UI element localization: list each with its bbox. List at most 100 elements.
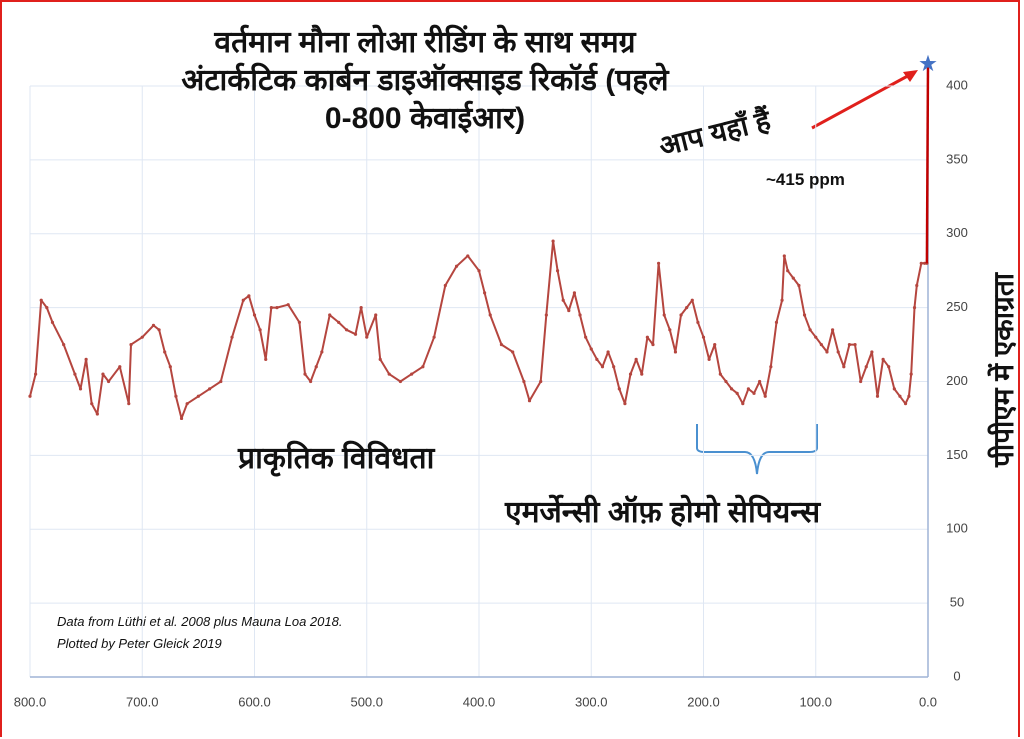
data-point	[662, 313, 666, 317]
data-point	[50, 320, 55, 324]
data-point	[247, 294, 251, 298]
data-point	[875, 394, 880, 398]
data-point	[634, 357, 638, 361]
data-point	[477, 269, 481, 273]
data-point	[713, 342, 717, 347]
data-point	[859, 379, 863, 384]
data-point	[915, 283, 919, 288]
data-point	[314, 365, 318, 369]
data-point	[628, 372, 633, 376]
x-tick-label: 200.0	[687, 694, 720, 709]
data-point	[701, 335, 706, 339]
data-line	[29, 240, 927, 420]
data-point	[909, 372, 913, 376]
data-point	[28, 394, 32, 398]
data-point	[344, 328, 349, 332]
title-line: अंटार्कटिक कार्बन डाइऑक्साइड रिकॉर्ड (पह…	[181, 64, 669, 97]
data-line	[925, 63, 930, 264]
data-point	[786, 269, 790, 273]
y-tick-label: 0	[953, 668, 960, 683]
data-point	[527, 399, 532, 403]
data-point	[410, 372, 414, 376]
x-tick-label: 600.0	[238, 694, 271, 709]
data-point	[269, 306, 273, 310]
data-point	[151, 323, 156, 327]
data-point	[600, 365, 605, 369]
data-point	[264, 357, 268, 361]
data-point	[718, 372, 722, 376]
annotation: ~415 ppm	[766, 170, 845, 189]
x-tick-label: 800.0	[14, 694, 47, 709]
data-point	[365, 335, 369, 339]
data-point	[595, 357, 599, 361]
note: Plotted by Peter Gleick 2019	[57, 636, 222, 651]
data-point	[735, 391, 739, 395]
data-point	[374, 313, 378, 317]
data-point	[320, 350, 324, 354]
data-point	[328, 313, 332, 317]
data-point	[808, 328, 812, 332]
data-point	[84, 357, 88, 361]
data-point	[657, 261, 661, 265]
data-point	[645, 335, 649, 339]
data-point	[359, 306, 363, 310]
data-point	[758, 379, 762, 384]
data-point	[907, 394, 911, 398]
data-point	[303, 372, 307, 376]
annotation: एमर्जेन्सी ऑफ़ होमो सेपियन्स	[505, 496, 821, 529]
data-point	[567, 308, 571, 313]
data-point	[782, 254, 786, 258]
y-tick-label: 250	[946, 299, 968, 314]
data-point	[830, 328, 835, 332]
bracket	[696, 424, 818, 475]
data-point	[118, 365, 122, 369]
x-tick-label: 400.0	[463, 694, 496, 709]
title-line: 0-800 केवाईआर)	[324, 102, 526, 135]
x-tick-label: 700.0	[126, 694, 159, 709]
data-point	[483, 291, 487, 295]
y-tick-label: 400	[946, 77, 968, 92]
x-tick-label: 300.0	[575, 694, 608, 709]
y-tick-label: 300	[946, 225, 968, 240]
data-point	[39, 298, 43, 302]
data-point	[623, 402, 627, 406]
data-point	[836, 350, 840, 354]
data-point	[129, 342, 133, 347]
y-tick-label: 150	[946, 447, 968, 462]
data-point	[814, 335, 818, 339]
data-point	[729, 387, 734, 391]
data-point	[551, 239, 555, 243]
x-tick-label: 100.0	[799, 694, 832, 709]
data-point	[106, 379, 111, 384]
data-point	[179, 416, 184, 421]
data-point	[923, 261, 927, 265]
data-point	[90, 402, 94, 406]
data-point	[584, 335, 588, 339]
data-point	[819, 342, 823, 347]
data-point	[241, 298, 245, 302]
data-point	[919, 261, 923, 265]
data-point	[309, 379, 313, 384]
data-point	[847, 342, 852, 347]
data-point	[903, 402, 908, 406]
data-point	[539, 379, 543, 384]
data-point	[741, 402, 745, 406]
data-point	[466, 254, 470, 258]
data-point	[864, 365, 868, 369]
data-point	[185, 402, 189, 406]
data-point	[432, 335, 436, 339]
data-point	[297, 320, 301, 324]
data-point	[252, 313, 257, 317]
data-point	[746, 387, 751, 391]
data-point	[612, 365, 616, 369]
data-point	[140, 335, 144, 339]
data-point	[127, 402, 131, 406]
data-point	[157, 328, 161, 332]
data-point	[589, 347, 593, 351]
data-point	[752, 391, 756, 395]
data-point	[378, 357, 382, 361]
data-point	[78, 387, 83, 391]
data-point	[421, 365, 425, 369]
